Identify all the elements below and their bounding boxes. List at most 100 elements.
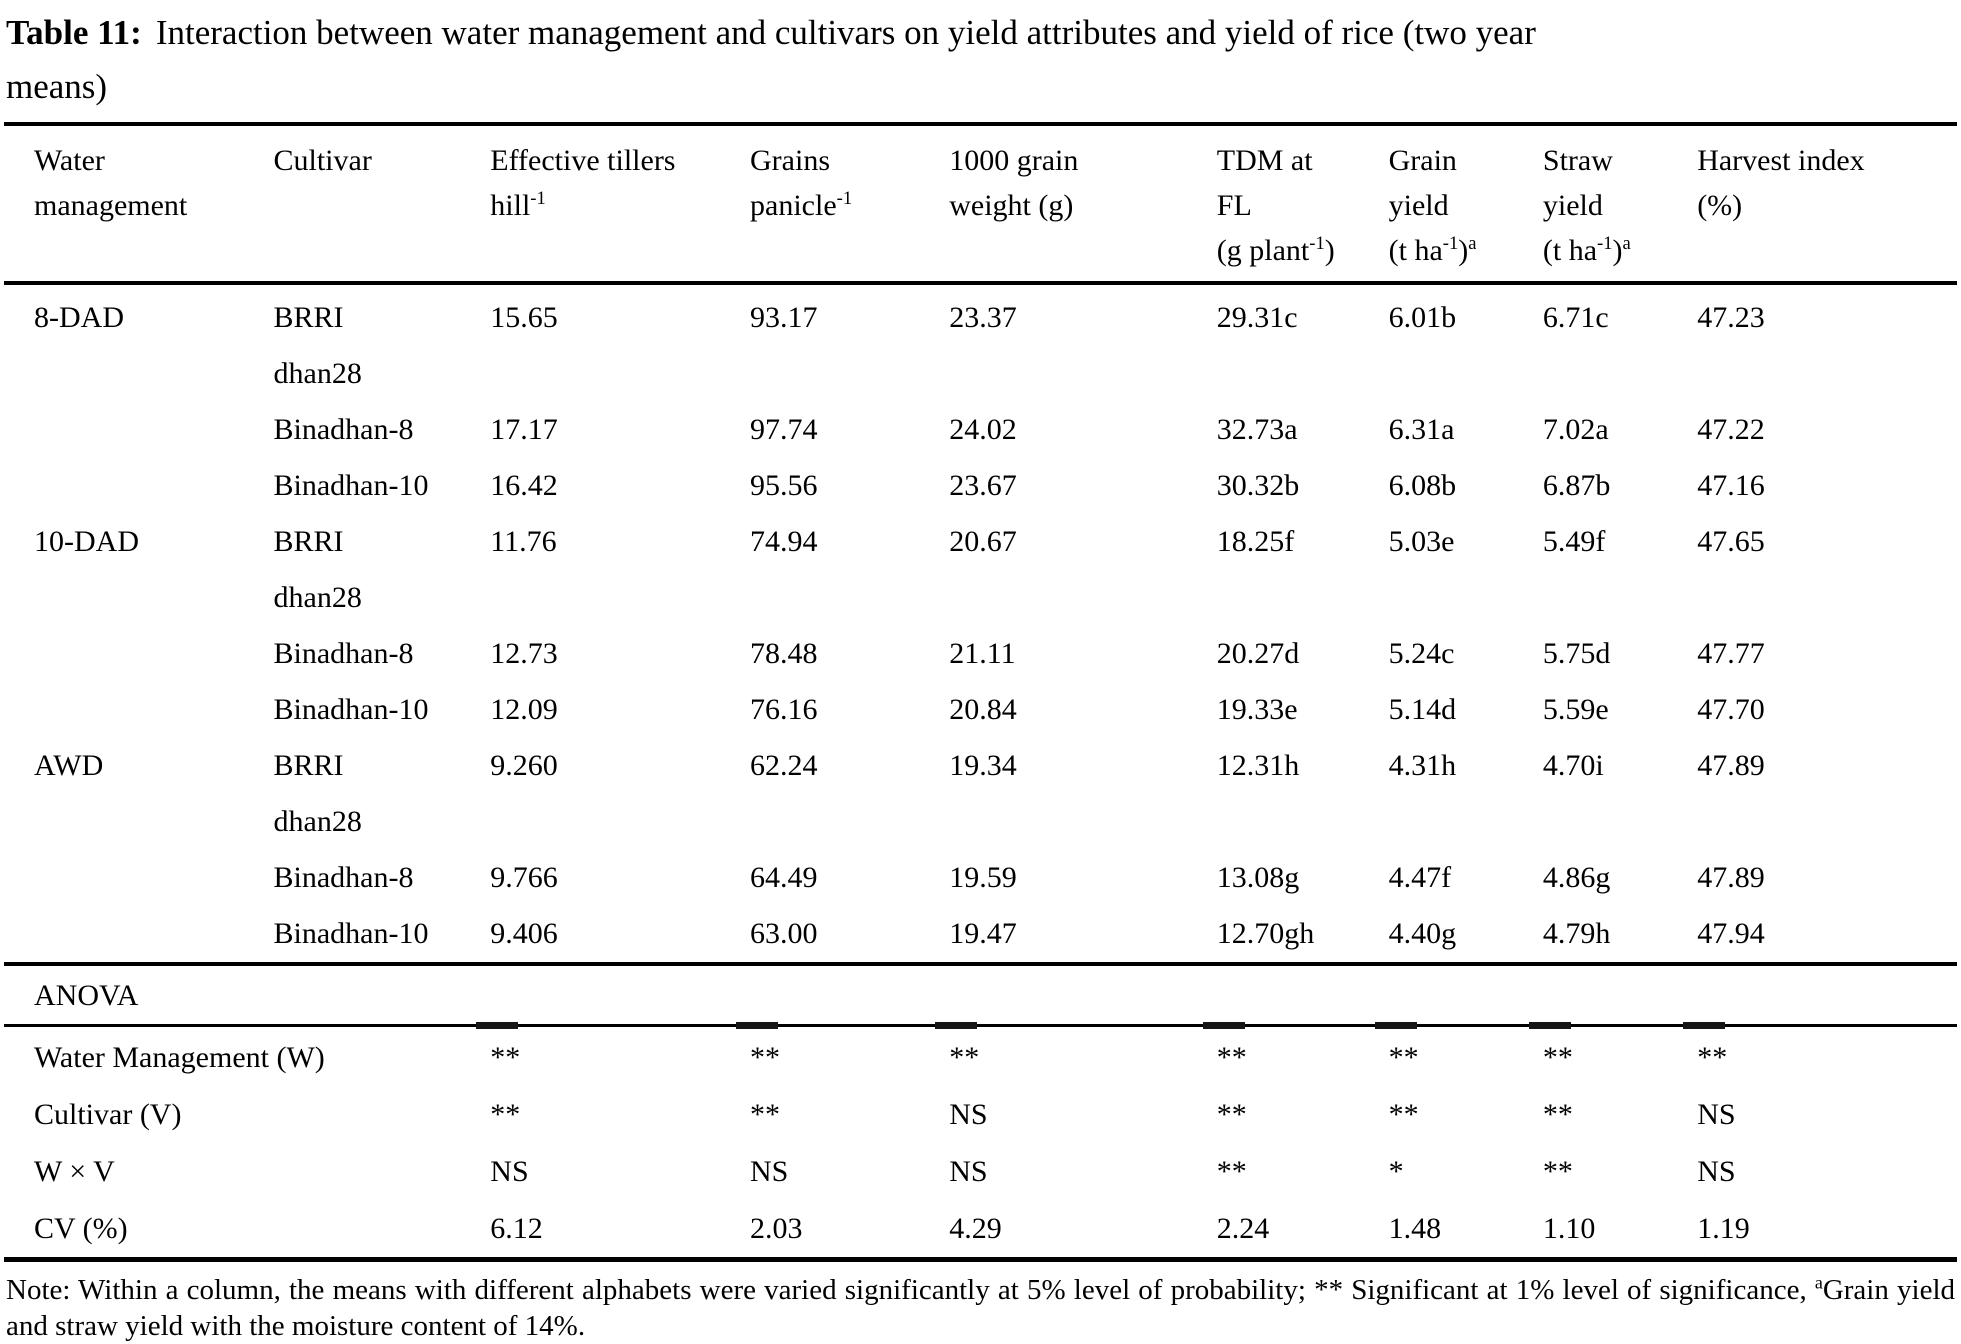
cell-value: 20.27d — [1216, 637, 1300, 670]
cell-significance: ** — [1216, 1155, 1247, 1188]
cell-value: 19.47 — [949, 917, 1017, 950]
cell-value: 47.94 — [1697, 917, 1765, 950]
anova-row-label: W × V — [34, 1155, 115, 1188]
cell-significance: ** — [1542, 1155, 1573, 1188]
cell-value: 4.47f — [1388, 861, 1452, 894]
table-caption-label: Table 11: — [6, 13, 142, 52]
cell-significance: ** — [1697, 1041, 1728, 1074]
table-caption-text: Interaction between water management and… — [6, 13, 1536, 106]
cell-value: 9.406 — [490, 917, 558, 950]
cell-cultivar: Binadhan-8 — [273, 413, 414, 446]
cell-value: 47.89 — [1697, 749, 1765, 782]
table-row: 8-DAD BRRI dhan28 15.65 93.17 23.37 29.3… — [4, 283, 1957, 402]
cell-significance: ** — [1216, 1098, 1247, 1131]
anova-rule-mark — [935, 964, 1217, 1027]
cell-significance: NS — [490, 1155, 529, 1188]
cell-value: 5.14d — [1388, 693, 1457, 726]
anova-rule-mark — [1528, 964, 1697, 1027]
cell-value: 12.09 — [490, 693, 558, 726]
cell-value: 63.00 — [750, 917, 818, 950]
cell-water-management — [4, 850, 274, 906]
anova-row-label: Cultivar (V) — [34, 1098, 182, 1131]
cell-value: 47.23 — [1697, 301, 1765, 334]
cell-water-management: 10-DAD — [34, 525, 139, 558]
cell-value: 5.49f — [1542, 525, 1606, 558]
table-footnote: Note: Within a column, the means with di… — [6, 1272, 1955, 1342]
table-row: 10-DAD BRRI dhan28 11.76 74.94 20.67 18.… — [4, 514, 1957, 626]
cell-cv-value: 4.29 — [949, 1212, 1002, 1245]
anova-rule-mark — [476, 964, 750, 1027]
cell-value: 12.70gh — [1216, 917, 1315, 950]
cell-significance: NS — [750, 1155, 789, 1188]
cell-value: 97.74 — [750, 413, 818, 446]
cell-value: 18.25f — [1216, 525, 1295, 558]
anova-row: Water Management (W) ** ** ** ** ** ** *… — [4, 1026, 1957, 1087]
cell-significance: ** — [1388, 1041, 1419, 1074]
cell-value: 47.16 — [1697, 469, 1765, 502]
cell-significance: ** — [490, 1041, 521, 1074]
cell-water-management: 8-DAD — [34, 301, 124, 334]
table-row: Binadhan-10 12.09 76.16 20.84 19.33e 5.1… — [4, 682, 1957, 738]
cell-value: 6.08b — [1388, 469, 1457, 502]
cell-value: 16.42 — [490, 469, 558, 502]
col-header-harvest-index: Harvest index (%) — [1697, 144, 1865, 222]
anova-section: ANOVA Water Management (W) ** ** ** ** *… — [4, 964, 1957, 1260]
col-header-grain-yield: Grain yield (t ha-1)a — [1388, 144, 1477, 267]
cell-water-management: AWD — [34, 749, 104, 782]
anova-rule-mark — [1683, 964, 1957, 1027]
table-row: Binadhan-10 9.406 63.00 19.47 12.70gh 4.… — [4, 906, 1957, 964]
cell-value: 78.48 — [750, 637, 818, 670]
cell-value: 47.70 — [1697, 693, 1765, 726]
cell-water-management — [4, 906, 274, 964]
cell-value: 9.766 — [490, 861, 558, 894]
anova-row-label: CV (%) — [34, 1212, 128, 1245]
cell-value: 4.40g — [1388, 917, 1457, 950]
col-header-tdm-at-fl: TDM at FL (g plant-1) — [1216, 144, 1335, 267]
anova-rule-mark — [1374, 964, 1543, 1027]
cell-value: 62.24 — [750, 749, 818, 782]
table-row: AWD BRRI dhan28 9.260 62.24 19.34 12.31h… — [4, 738, 1957, 850]
col-header-straw-yield: Straw yield (t ha-1)a — [1542, 144, 1631, 267]
anova-rule-mark — [736, 964, 949, 1027]
cell-value: 15.65 — [490, 301, 558, 334]
cell-value: 32.73a — [1216, 413, 1298, 446]
cell-cultivar: Binadhan-8 — [273, 637, 414, 670]
anova-rule-mark — [1202, 964, 1389, 1027]
cell-significance: ** — [750, 1041, 781, 1074]
anova-row: CV (%) 6.12 2.03 4.29 2.24 1.48 1.10 1.1… — [4, 1200, 1957, 1260]
cell-value: 12.73 — [490, 637, 558, 670]
anova-row-label: Water Management (W) — [34, 1041, 325, 1074]
cell-cultivar: Binadhan-10 — [273, 917, 429, 950]
table-header: Water management Cultivar Effective till… — [4, 124, 1957, 283]
cell-value: 19.59 — [949, 861, 1017, 894]
cell-cv-value: 2.03 — [750, 1212, 803, 1245]
cell-significance: ** — [1388, 1098, 1419, 1131]
table-body: 8-DAD BRRI dhan28 15.65 93.17 23.37 29.3… — [4, 283, 1957, 964]
cell-value: 74.94 — [750, 525, 818, 558]
cell-value: 13.08g — [1216, 861, 1300, 894]
cell-value: 64.49 — [750, 861, 818, 894]
cell-value: 29.31c — [1216, 301, 1298, 334]
cell-value: 4.86g — [1542, 861, 1611, 894]
cell-value: 4.79h — [1542, 917, 1611, 950]
cell-cultivar: BRRI dhan28 — [273, 749, 362, 838]
cell-water-management — [4, 458, 274, 514]
cell-value: 6.87b — [1542, 469, 1611, 502]
cell-value: 5.24c — [1388, 637, 1455, 670]
col-header-effective-tillers: Effective tillers hill-1 — [490, 144, 676, 222]
cell-value: 4.70i — [1542, 749, 1604, 782]
anova-row: Cultivar (V) ** ** NS ** ** ** NS — [4, 1086, 1957, 1143]
cell-value: 47.22 — [1697, 413, 1765, 446]
cell-significance: ** — [949, 1041, 980, 1074]
cell-value: 47.77 — [1697, 637, 1765, 670]
cell-cv-value: 1.10 — [1542, 1212, 1596, 1245]
cell-significance: ** — [750, 1098, 781, 1131]
cell-significance: ** — [1542, 1098, 1573, 1131]
cell-significance: NS — [1697, 1098, 1736, 1131]
cell-cultivar: BRRI dhan28 — [273, 301, 362, 390]
cell-value: 9.260 — [490, 749, 558, 782]
cell-significance: ** — [1216, 1041, 1247, 1074]
cell-cultivar: Binadhan-10 — [273, 693, 429, 726]
cell-value: 95.56 — [750, 469, 818, 502]
